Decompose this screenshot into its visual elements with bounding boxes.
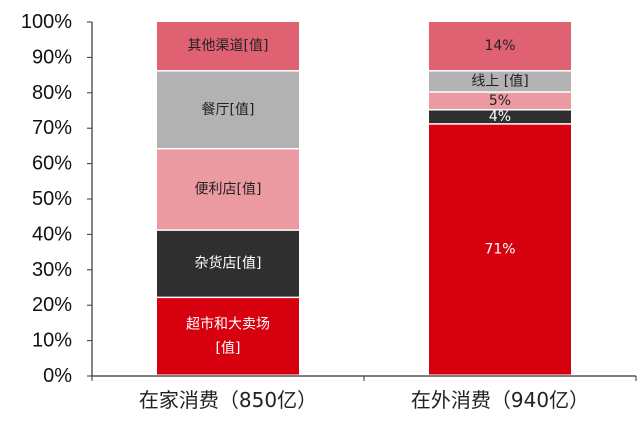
bar-segment [429, 71, 571, 92]
bar-segment [157, 71, 299, 148]
y-tick-label: 100% [21, 11, 72, 33]
category-label: 在外消费（940亿） [411, 388, 589, 412]
segment-label: 71% [484, 242, 515, 258]
bar-segment [157, 149, 299, 230]
bar-segment [157, 298, 299, 375]
y-tick-label: 30% [32, 259, 72, 281]
bar-segment [157, 22, 299, 71]
y-tick-label: 90% [32, 46, 72, 68]
bar-segment [157, 230, 299, 297]
bar-segment [429, 92, 571, 109]
y-tick-label: 80% [32, 82, 72, 104]
axes: 0% 10% 20% 30% 40% 50% 60% 70% 80% 90% 100% 在家消费（85… [21, 11, 637, 412]
segment-label: 便利店[值] [195, 181, 262, 197]
segment-label: 杂货店[值] [195, 255, 262, 272]
y-tick-label: 0% [43, 365, 72, 387]
segment-labels: 超市和大卖场 [值] 杂货店[值] 便利店[值] 餐厅[值] 其他渠道[值] 71% 4%5%… [186, 38, 529, 356]
category-label: 在家消费（850亿） [139, 388, 317, 412]
y-tick-label: 40% [32, 223, 72, 245]
bars [157, 22, 571, 375]
segment-label: 其他渠道[值] [188, 38, 269, 54]
segment-label: 4% [489, 109, 511, 125]
bar-segment [429, 22, 571, 71]
segment-label: 餐厅[值] [202, 102, 255, 118]
y-tick-label: 10% [32, 330, 72, 352]
segment-label: [值] [216, 340, 241, 356]
bar-segment [429, 124, 571, 375]
segment-label: 线上 [值] [471, 73, 528, 89]
segment-label: 超市和大卖场 [186, 315, 270, 332]
bar-segment [429, 110, 571, 124]
y-tick-label: 20% [32, 294, 72, 316]
segment-label: 5% [489, 93, 511, 109]
segment-label: 14% [484, 38, 515, 54]
y-tick-label: 60% [32, 153, 72, 175]
y-tick-label: 70% [32, 117, 72, 139]
y-tick-label: 50% [32, 188, 72, 210]
